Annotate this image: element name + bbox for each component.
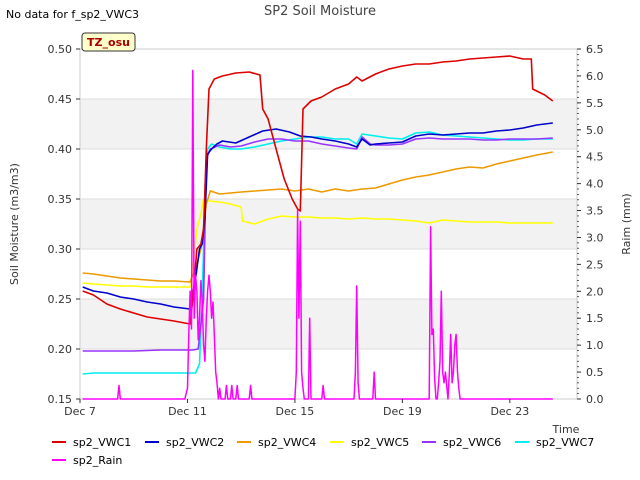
- legend-item-sp2_VWC1: sp2_VWC1: [52, 436, 131, 449]
- series-line-sp2_VWC6: [82, 136, 553, 352]
- legend: sp2_VWC1 sp2_VWC2 sp2_VWC4 sp2_VWC5 sp2_VWC6…: [52, 436, 594, 467]
- y-tick-label: 0.20: [48, 343, 73, 356]
- site-tag-box: [81, 32, 136, 52]
- y2-tick-label: 5.5: [586, 97, 604, 110]
- legend-label: sp2_VWC1: [73, 436, 131, 449]
- x-tick-label: Dec 7: [64, 405, 96, 418]
- y-tick-label: 0.30: [48, 243, 73, 256]
- y-tick-label: 0.25: [48, 293, 73, 306]
- y-tick-label: 0.35: [48, 193, 73, 206]
- x-axis-label: Time: [552, 423, 580, 436]
- y2-tick-label: 4.0: [586, 178, 604, 191]
- grid-band: [80, 349, 577, 399]
- y2-tick-label: 3.0: [586, 231, 604, 244]
- grid-bands: [80, 48, 577, 400]
- grid-band: [80, 99, 577, 149]
- legend-item-sp2_VWC4: sp2_VWC4: [237, 436, 316, 449]
- y2-tick-label: 4.5: [586, 151, 604, 164]
- series-layer: [82, 55, 554, 400]
- x-axis-ticks: Dec 7 Dec 11 Dec 15 Dec 19 Dec 23: [64, 399, 529, 418]
- x-tick-label: Dec 11: [168, 405, 207, 418]
- y-tick-label: 0.45: [48, 93, 73, 106]
- legend-item-sp2_VWC6: sp2_VWC6: [422, 436, 501, 449]
- chart-title: SP2 Soil Moisture: [264, 4, 376, 19]
- y2-tick-label: 3.5: [586, 205, 604, 218]
- legend-label: sp2_VWC2: [166, 436, 224, 449]
- legend-label: sp2_Rain: [73, 454, 122, 467]
- y2-tick-label: 2.5: [586, 258, 604, 271]
- y2-tick-label: 5.0: [586, 124, 604, 137]
- legend-label: sp2_VWC4: [258, 436, 316, 449]
- y2-tick-label: 0.0: [586, 393, 604, 406]
- y2-tick-label: 1.0: [586, 339, 604, 352]
- no-data-note: No data for f_sp2_VWC3: [6, 8, 139, 21]
- y-axis-label: Soil Moisture (m3/m3): [8, 163, 21, 285]
- grid-band: [80, 199, 577, 249]
- y2-tick-label: 6.0: [586, 70, 604, 83]
- x-tick-label: Dec 23: [490, 405, 529, 418]
- y2-axis-label: Raim (mm): [620, 193, 633, 254]
- series-line-sp2_VWC4: [82, 151, 553, 283]
- grid-band: [80, 249, 577, 299]
- y-tick-label: 0.50: [48, 43, 73, 56]
- y2-tick-label: 2.0: [586, 285, 604, 298]
- x-tick-label: Dec 15: [276, 405, 315, 418]
- legend-item-sp2_VWC5: sp2_VWC5: [330, 436, 409, 449]
- legend-item-sp2_Rain: sp2_Rain: [52, 454, 122, 467]
- grid-band: [80, 149, 577, 199]
- y-tick-label: 0.40: [48, 143, 73, 156]
- y-axis-ticks: 0.15 0.20 0.25 0.30 0.35 0.40 0.45 0.50: [48, 43, 80, 406]
- x-tick-label: Dec 19: [383, 405, 422, 418]
- series-line-sp2_Rain: [82, 69, 553, 400]
- legend-label: sp2_VWC5: [351, 436, 409, 449]
- y2-tick-label: 0.5: [586, 366, 604, 379]
- legend-label: sp2_VWC6: [443, 436, 501, 449]
- series-line-sp2_VWC2: [82, 122, 553, 310]
- legend-item-sp2_VWC7: sp2_VWC7: [515, 436, 594, 449]
- site-tag-label: TZ_osu: [87, 36, 130, 49]
- series-line-sp2_VWC5: [82, 198, 553, 288]
- site-tag: TZ_osu: [81, 32, 136, 52]
- y-tick-label: 0.15: [48, 393, 73, 406]
- legend-item-sp2_VWC2: sp2_VWC2: [145, 436, 224, 449]
- y2-tick-label: 1.5: [586, 312, 604, 325]
- grid-band: [80, 299, 577, 349]
- legend-label: sp2_VWC7: [536, 436, 594, 449]
- y2-axis-ticks: 0.0 0.5 1.0 1.5 2.0 2.5 3.0 3.5 4.0 4.5 5.0 5.5 6.0 6…: [577, 43, 604, 406]
- y2-tick-label: 6.5: [586, 43, 604, 56]
